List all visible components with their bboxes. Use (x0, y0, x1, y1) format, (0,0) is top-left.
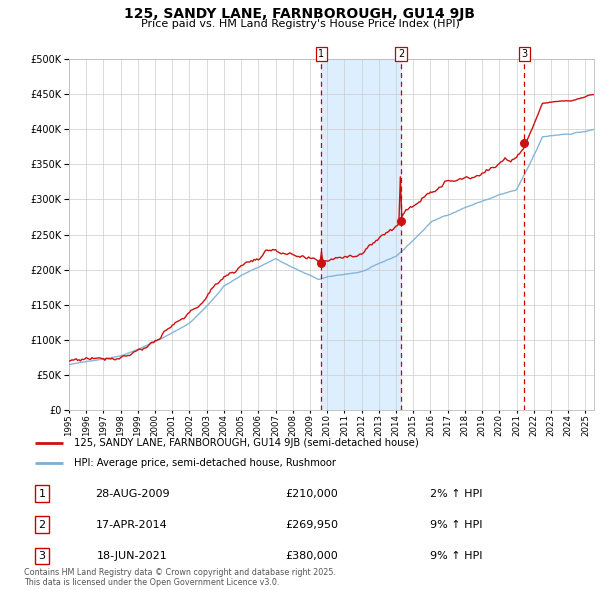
Text: 125, SANDY LANE, FARNBOROUGH, GU14 9JB (semi-detached house): 125, SANDY LANE, FARNBOROUGH, GU14 9JB (… (74, 438, 419, 448)
Text: 17-APR-2014: 17-APR-2014 (96, 520, 168, 530)
Text: 28-AUG-2009: 28-AUG-2009 (95, 489, 169, 499)
Text: 1: 1 (318, 49, 325, 59)
Text: Price paid vs. HM Land Registry's House Price Index (HPI): Price paid vs. HM Land Registry's House … (140, 19, 460, 29)
Text: £210,000: £210,000 (286, 489, 338, 499)
Text: 18-JUN-2021: 18-JUN-2021 (97, 551, 167, 561)
Text: £269,950: £269,950 (286, 520, 338, 530)
Text: HPI: Average price, semi-detached house, Rushmoor: HPI: Average price, semi-detached house,… (74, 458, 336, 468)
Text: £380,000: £380,000 (286, 551, 338, 561)
Text: 2% ↑ HPI: 2% ↑ HPI (430, 489, 482, 499)
Point (396, 216, 406, 225)
Text: 1: 1 (38, 489, 46, 499)
Text: 3: 3 (38, 551, 46, 561)
Text: 3: 3 (521, 49, 527, 59)
Text: Contains HM Land Registry data © Crown copyright and database right 2025.
This d: Contains HM Land Registry data © Crown c… (24, 568, 336, 587)
Text: 9% ↑ HPI: 9% ↑ HPI (430, 551, 482, 561)
Point (520, 139, 529, 148)
Text: 125, SANDY LANE, FARNBOROUGH, GU14 9JB: 125, SANDY LANE, FARNBOROUGH, GU14 9JB (125, 7, 476, 21)
Point (317, 258, 326, 267)
Text: 2: 2 (398, 49, 404, 59)
Bar (322, 59, 401, 410)
Text: 9% ↑ HPI: 9% ↑ HPI (430, 520, 482, 530)
Text: 2: 2 (38, 520, 46, 530)
